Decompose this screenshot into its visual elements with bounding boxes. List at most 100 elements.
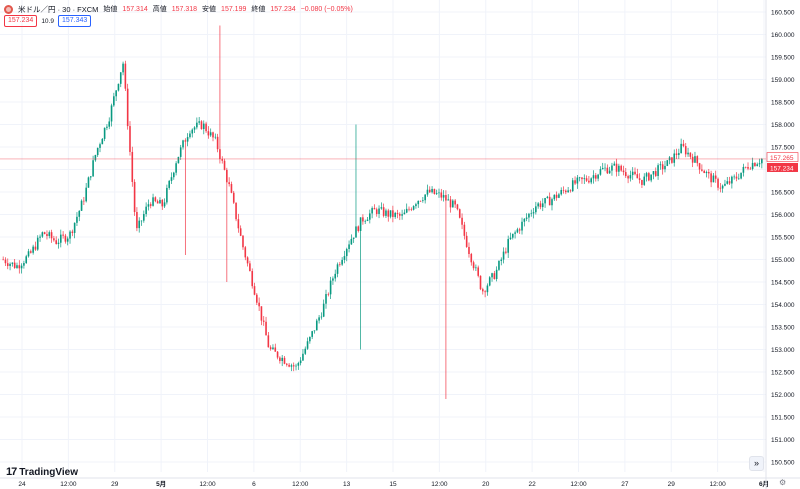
candle-body xyxy=(62,234,64,236)
buy-button[interactable]: 157.343 xyxy=(57,15,92,27)
candle-body xyxy=(449,199,452,208)
candle-body xyxy=(419,200,422,202)
candle-body xyxy=(733,176,735,178)
candle-body xyxy=(463,224,466,236)
candle-body xyxy=(726,181,729,184)
chart-header: 米ドル／円 · 30 · FXCM 始値 157.314 高値 157.318 安値… xyxy=(4,2,353,16)
candle-body xyxy=(525,217,528,219)
candle-body xyxy=(89,176,92,178)
candle-body xyxy=(313,330,316,332)
candle-body xyxy=(87,177,90,188)
candle-body xyxy=(680,143,682,154)
sell-button[interactable]: 157.234 xyxy=(4,15,38,27)
close-value: 157.234 xyxy=(270,5,296,13)
candle-body xyxy=(601,167,604,170)
candle-body xyxy=(636,174,639,179)
candle-body xyxy=(101,138,104,145)
candle-body xyxy=(569,190,572,192)
candle-body xyxy=(115,90,117,97)
candle-body xyxy=(571,180,574,192)
candle-body xyxy=(352,237,355,239)
candle-body xyxy=(41,232,44,237)
candle-body xyxy=(645,173,648,177)
candle-body xyxy=(140,220,143,222)
candle-body xyxy=(465,235,468,247)
x-tick-label: 12:00 xyxy=(431,481,448,488)
candle-body xyxy=(431,188,433,193)
candle-body xyxy=(198,121,200,123)
candle-body xyxy=(401,214,403,216)
candle-body xyxy=(539,203,542,208)
candle-body xyxy=(435,193,438,194)
candle-body xyxy=(304,348,307,354)
candle-body xyxy=(581,177,583,180)
candle-body xyxy=(76,216,78,223)
candle-body xyxy=(226,169,228,183)
candle-body xyxy=(281,357,283,362)
candle-body xyxy=(618,165,620,172)
tradingview-mark-icon: 17 xyxy=(6,466,17,478)
candle-body xyxy=(382,207,385,216)
candle-body xyxy=(454,200,456,205)
candle-body xyxy=(488,277,491,286)
candle-body xyxy=(193,127,196,130)
candle-body xyxy=(117,83,120,91)
candle-body xyxy=(83,200,85,202)
axis-settings-gear-icon[interactable]: ⚙ xyxy=(779,478,787,487)
candle-body xyxy=(412,206,415,210)
candle-body xyxy=(348,244,350,250)
candle-body xyxy=(200,121,203,130)
candle-body xyxy=(452,200,454,208)
candle-body xyxy=(445,195,447,201)
candle-body xyxy=(650,174,652,181)
tradingview-logo[interactable]: 17 TradingView xyxy=(6,466,78,478)
candle-body xyxy=(705,171,708,174)
candle-body xyxy=(537,203,539,207)
candle-body xyxy=(138,220,141,229)
candle-body xyxy=(719,187,722,189)
candle-body xyxy=(92,160,94,177)
y-tick-label: 160.000 xyxy=(771,32,795,39)
candle-body xyxy=(428,189,431,193)
candle-body xyxy=(108,121,111,127)
candle-body xyxy=(417,200,420,205)
candle-body xyxy=(297,363,300,366)
candle-body xyxy=(447,199,450,201)
trade-buttons: 157.234 10.9 157.343 xyxy=(4,15,92,27)
candle-body xyxy=(64,235,67,242)
low-value: 157.199 xyxy=(221,5,247,13)
candle-body xyxy=(740,172,742,179)
candle-body xyxy=(78,210,81,217)
candle-body xyxy=(133,181,136,213)
candle-body xyxy=(394,212,396,217)
candle-body xyxy=(306,341,309,349)
y-tick-label: 151.500 xyxy=(771,415,795,422)
candle-body xyxy=(2,259,4,261)
candle-body xyxy=(334,273,337,279)
y-tick-label: 159.000 xyxy=(771,77,795,84)
candle-body xyxy=(36,237,39,250)
candle-body xyxy=(32,246,34,253)
y-tick-label: 153.500 xyxy=(771,325,795,332)
scroll-to-latest-button[interactable]: » xyxy=(749,456,764,471)
candle-body xyxy=(479,275,482,290)
candle-body xyxy=(666,160,669,166)
candle-body xyxy=(345,249,348,257)
candle-body xyxy=(237,219,240,229)
candle-body xyxy=(624,172,627,177)
candle-body xyxy=(708,171,710,174)
candle-body xyxy=(484,291,486,293)
last-price-tag-bg xyxy=(767,162,798,172)
candle-body xyxy=(341,259,343,265)
high-label: 高値 xyxy=(152,6,167,13)
candle-body xyxy=(507,239,509,253)
candle-body xyxy=(687,152,689,155)
open-label: 始値 xyxy=(103,6,118,13)
candle-body xyxy=(362,217,364,222)
candle-body xyxy=(212,132,214,138)
candle-body xyxy=(424,194,426,201)
candle-body xyxy=(175,163,177,173)
symbol-title[interactable]: 米ドル／円 · 30 · FXCM xyxy=(18,4,99,14)
y-tick-label: 158.000 xyxy=(771,122,795,129)
